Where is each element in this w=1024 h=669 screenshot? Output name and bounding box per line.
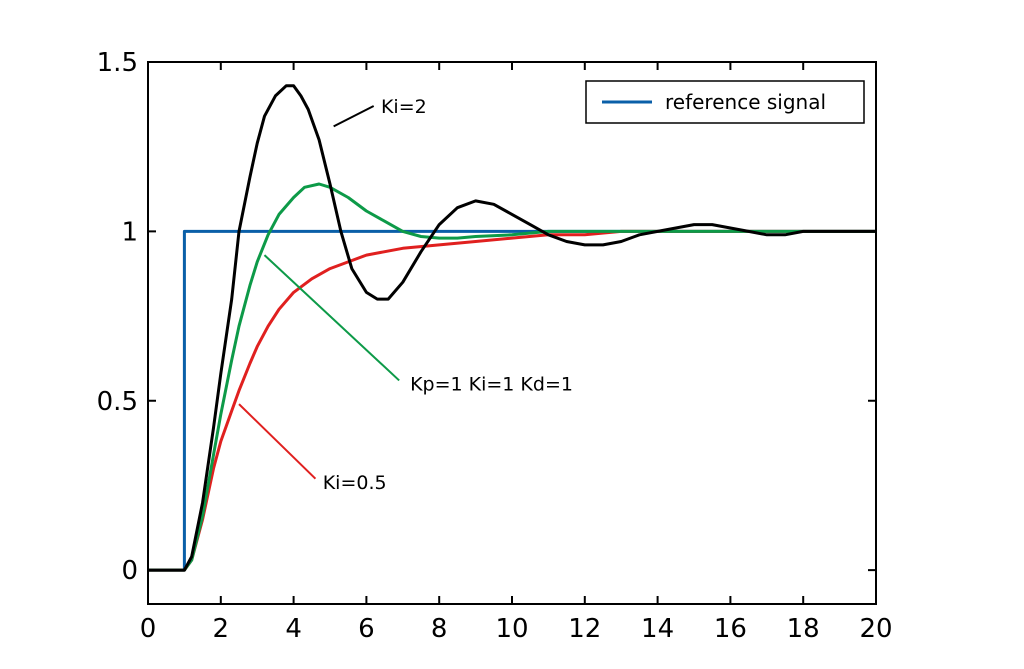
x-tick-label: 14 xyxy=(641,614,674,644)
y-tick-label: 0 xyxy=(121,556,138,586)
plot-area-frame xyxy=(147,61,877,605)
axis-ticks: 0 2 4 6 8 10 12 14 16 18 20 0 0.5 1 1.5 xyxy=(97,48,893,644)
y-tick-label: 1.5 xyxy=(97,48,138,78)
y-tick-label: 0.5 xyxy=(97,387,138,417)
x-tick-label: 12 xyxy=(568,614,601,644)
series-line-ki-0-5 xyxy=(148,229,876,572)
annotations: Ki=2 Kp=1 Ki=1 Kd=1 Ki=0.5 xyxy=(238,96,573,494)
annotation-label-ki-0-5: Ki=0.5 xyxy=(323,472,387,494)
x-tick-label: 16 xyxy=(714,614,747,644)
annotation-leader-kp-1-ki-1-kd-1 xyxy=(263,254,400,382)
series-line-ki-2 xyxy=(148,84,876,572)
y-tick-label: 1 xyxy=(121,217,138,247)
x-tick-label: 6 xyxy=(358,614,375,644)
x-tick-label: 8 xyxy=(431,614,448,644)
x-tick-label: 4 xyxy=(285,614,302,644)
x-tick-label: 18 xyxy=(787,614,820,644)
series-lines xyxy=(148,84,876,572)
x-tick-label: 0 xyxy=(140,614,157,644)
series-line-reference-signal xyxy=(148,229,876,572)
annotation-label-ki-2: Ki=2 xyxy=(381,96,427,118)
annotation-leader-ki-2 xyxy=(333,105,375,128)
x-tick-label: 20 xyxy=(859,614,892,644)
legend: reference signal xyxy=(585,80,865,124)
x-tick-label: 2 xyxy=(213,614,230,644)
annotation-leader-ki-0-5 xyxy=(238,403,317,480)
legend-label-reference-signal: reference signal xyxy=(665,90,826,114)
annotation-label-kp-1-ki-1-kd-1: Kp=1 Ki=1 Kd=1 xyxy=(410,374,573,396)
x-tick-label: 10 xyxy=(495,614,528,644)
